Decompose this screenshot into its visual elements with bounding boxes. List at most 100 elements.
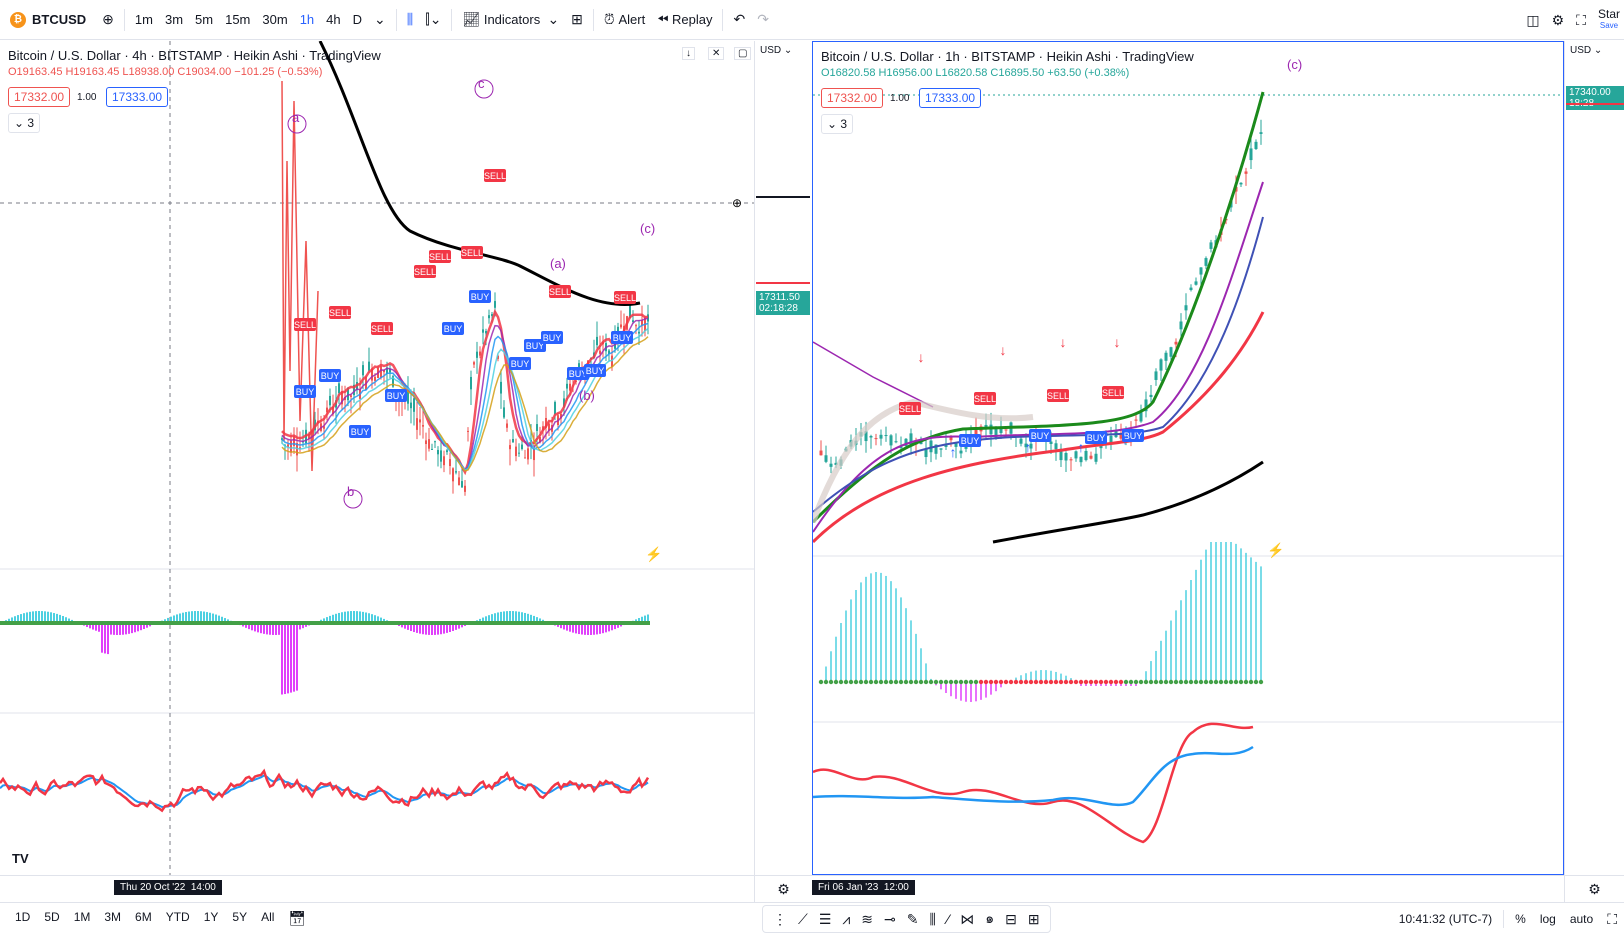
left-time-axis[interactable]: Thu 20 Oct '22 14:00 xyxy=(0,875,754,902)
signal-label: BUY xyxy=(387,391,406,401)
range-1d[interactable]: 1D xyxy=(15,910,31,924)
replay-button[interactable]: ⏪︎ Replay xyxy=(651,0,718,40)
left-maximize-icon[interactable]: ▢ xyxy=(734,47,752,60)
channel-icon[interactable]: ≋ xyxy=(861,910,874,927)
pen-icon[interactable]: ✎ xyxy=(906,910,919,927)
indicators-button[interactable]: 📈︎ Indicators ⌄ xyxy=(456,0,565,40)
split-layout-button[interactable]: ◫ xyxy=(1520,0,1545,40)
wave-circle xyxy=(343,489,363,509)
log-toggle[interactable]: log xyxy=(1539,912,1556,926)
right-buy-price[interactable]: 17333.00 xyxy=(919,88,982,108)
goto-date-button[interactable]: 📅︎ xyxy=(281,910,313,927)
position-icon[interactable]: ⊟ xyxy=(1005,910,1017,927)
right-indicator-toggle[interactable]: ⌄ 3 xyxy=(821,114,854,134)
pattern-icon[interactable]: ⩘ xyxy=(842,910,851,927)
current-price-badge: 17311.50 02:18:28 xyxy=(756,290,810,315)
spike-line xyxy=(281,80,319,472)
range-1y[interactable]: 1Y xyxy=(203,910,219,924)
spiral-icon[interactable]: ๑ xyxy=(985,910,995,926)
fit-screen-button[interactable]: ⛶ xyxy=(1600,911,1624,928)
tf-5m[interactable]: 5m xyxy=(195,12,214,27)
range-ytd[interactable]: YTD xyxy=(165,910,190,924)
ruler-icon[interactable]: ⊞ xyxy=(1027,910,1040,927)
right-axis-settings[interactable]: ⚙ xyxy=(1564,875,1624,902)
left-indicator-toggle[interactable]: ⌄ 3 xyxy=(8,113,41,133)
candle-body xyxy=(1079,456,1083,463)
range-5d[interactable]: 5D xyxy=(44,910,60,924)
range-6m[interactable]: 6M xyxy=(135,910,152,924)
compare-button[interactable]: ⊕ xyxy=(96,0,120,40)
crosshair-price-badge xyxy=(756,196,810,198)
settings-button[interactable]: ⚙ xyxy=(1546,0,1571,40)
ray-icon[interactable]: ⁄ xyxy=(946,911,950,927)
range-3m[interactable]: 3M xyxy=(104,910,122,924)
tf-1m[interactable]: 1m xyxy=(134,12,153,27)
signal-box xyxy=(549,285,571,298)
drag-handle-icon[interactable]: ⋮ xyxy=(773,910,787,927)
left-spread: 1.00 xyxy=(77,92,97,103)
lightning-icon[interactable]: ⚡ xyxy=(645,546,663,562)
range-all[interactable]: All xyxy=(261,910,275,924)
candle-body xyxy=(431,448,433,450)
left-currency[interactable]: USD ⌄ xyxy=(760,45,793,56)
indicators-label: Indicators xyxy=(483,12,541,27)
tf-15m[interactable]: 15m xyxy=(225,12,251,27)
right-price-axis[interactable]: USD ⌄ 17340.0018:28 xyxy=(1564,41,1624,875)
layout-button[interactable]: ⊞ xyxy=(565,0,589,40)
candle-body xyxy=(482,329,484,333)
undo-button[interactable]: ↶ xyxy=(727,0,751,40)
symbol-search[interactable]: ₿ BTCUSD xyxy=(0,11,96,28)
auto-toggle[interactable]: auto xyxy=(1569,912,1594,926)
crosshair-time-badge: Thu 20 Oct '22 14:00 xyxy=(114,880,222,895)
tf-d[interactable]: D xyxy=(352,12,363,27)
horizontal-line-icon[interactable]: ⊸ xyxy=(884,910,896,927)
chart-type-button[interactable]: ⫿ ⌄ xyxy=(419,0,447,40)
oscillator-dot xyxy=(863,679,869,685)
clock[interactable]: 10:41:32 (UTC-7) xyxy=(1398,912,1493,926)
oscillator-dot xyxy=(1183,679,1189,685)
bars-pattern-icon[interactable]: ⫼ xyxy=(929,910,936,927)
sell-signal: SELL xyxy=(1102,386,1124,399)
short-arrow-icon: ↓ xyxy=(918,349,925,365)
left-axis-settings[interactable]: ⚙ xyxy=(754,875,812,902)
fullscreen-button[interactable]: ⛶ xyxy=(1570,0,1592,40)
right-chart-pane[interactable]: SELL SELL SELL SELL BUY BUY BUY BUY ↓ ↓ ↓ ↓ ↑ ↑ ↑ ↑ Bit… xyxy=(812,41,1564,875)
trend-line-icon[interactable]: ⟋ xyxy=(798,910,808,927)
tf-3m[interactable]: 3m xyxy=(164,12,184,27)
left-chart-pane[interactable]: ⊕ BUY BUY BUY BUY BUY BUY BUY BUY BUY BUY BUY BUY SEL… xyxy=(0,41,754,875)
left-chart-canvas[interactable]: ⊕BUYBUYBUYBUYBUYBUYBUYBUYBUYBUYBUYBUYSEL… xyxy=(0,41,754,875)
timeframe-dropdown[interactable]: ⌄ xyxy=(368,0,392,40)
divider xyxy=(395,8,397,31)
left-price-axis[interactable]: USD ⌄ 17311.50 02:18:28 xyxy=(754,41,810,875)
signal-box xyxy=(567,367,589,380)
undo-icon: ↶ xyxy=(733,11,746,27)
left-close-icon[interactable]: ✕ xyxy=(708,47,725,60)
xabcd-icon[interactable]: ⋈ xyxy=(960,910,975,927)
tf-4h[interactable]: 4h xyxy=(326,12,341,27)
replay-label: Replay xyxy=(672,12,713,27)
bar-style-button[interactable]: ⫼ xyxy=(401,0,419,40)
oscillator-dot xyxy=(868,679,874,685)
last-price-badge xyxy=(1566,103,1624,106)
fib-icon[interactable]: ☰ xyxy=(818,910,832,927)
redo-button[interactable]: ↷ xyxy=(751,0,775,40)
left-sell-price[interactable]: 17332.00 xyxy=(8,87,71,107)
candle-body xyxy=(949,437,953,441)
tf-30m[interactable]: 30m xyxy=(262,12,288,27)
tf-1h[interactable]: 1h xyxy=(299,12,315,27)
right-chart-canvas[interactable]: SELL SELL SELL SELL BUY BUY BUY BUY ↓ ↓ ↓ ↓ ↑ ↑ ↑ ↑ xyxy=(813,42,1564,875)
star-save-button[interactable]: Star Save xyxy=(1592,0,1624,40)
right-currency[interactable]: USD ⌄ xyxy=(1570,45,1603,56)
lightning-icon[interactable]: ⚡ xyxy=(1267,542,1285,558)
right-time-axis[interactable]: Fri 06 Jan '23 12:00 xyxy=(812,875,1564,902)
signal-label: BUY xyxy=(1124,431,1143,441)
alert-button[interactable]: ⏰︎ Alert xyxy=(598,0,651,40)
left-scroll-down-icon[interactable]: ↓ xyxy=(682,47,695,60)
left-buy-price[interactable]: 17333.00 xyxy=(106,87,169,107)
percent-toggle[interactable]: % xyxy=(1515,912,1526,926)
range-1m[interactable]: 1M xyxy=(73,910,91,924)
right-sell-price[interactable]: 17332.00 xyxy=(821,88,884,108)
band-line xyxy=(813,398,1034,524)
range-5y[interactable]: 5Y xyxy=(232,910,248,924)
candle-body xyxy=(1189,287,1193,291)
